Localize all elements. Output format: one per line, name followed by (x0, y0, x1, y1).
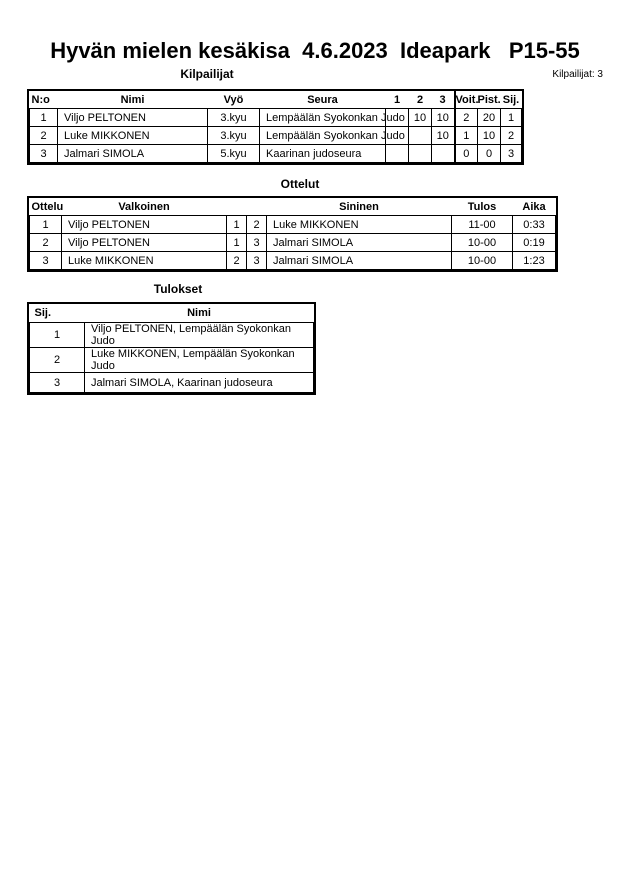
cell-match-no: 3 (29, 251, 62, 270)
cell-result: 10-00 (451, 233, 513, 252)
cell-name: Jalmari SIMOLA (57, 144, 208, 163)
cell-no: 2 (29, 126, 58, 145)
header-cell-place: Sij. (29, 304, 85, 323)
cell-round2: 10 (408, 108, 432, 127)
cell-no: 3 (29, 144, 58, 163)
cell-points: 10 (477, 126, 501, 145)
header-cell-round1: 1 (385, 91, 409, 109)
cell-match-no: 2 (29, 233, 62, 252)
result-row: 1 Viljo PELTONEN, Lempäälän Syokonkan Ju… (29, 322, 314, 348)
cell-name: Luke MIKKONEN (57, 126, 208, 145)
cell-blue-no: 3 (246, 233, 267, 252)
cell-place: 3 (500, 144, 522, 163)
header-cell-round3: 3 (431, 91, 455, 109)
match-row: 3 Luke MIKKONEN 2 3 Jalmari SIMOLA 10-00… (29, 251, 556, 270)
competitor-row: 3 Jalmari SIMOLA 5.kyu Kaarinan judoseur… (29, 144, 522, 163)
cell-name: Viljo PELTONEN (57, 108, 208, 127)
cell-blue-name: Jalmari SIMOLA (266, 251, 452, 270)
cell-points: 20 (477, 108, 501, 127)
cell-white-name: Viljo PELTONEN (61, 233, 227, 252)
cell-name-club: Viljo PELTONEN, Lempäälän Syokonkan Judo (84, 322, 314, 348)
header-cell-match-no: Ottelu (29, 198, 63, 216)
cell-round3: 10 (431, 126, 455, 145)
competitor-row: 2 Luke MIKKONEN 3.kyu Lempäälän Syokonka… (29, 126, 522, 145)
cell-time: 0:33 (512, 215, 556, 234)
cell-result: 10-00 (451, 251, 513, 270)
header-cell-blue-no (246, 198, 267, 216)
header-cell-place: Sij. (500, 91, 522, 109)
competitors-count-label: Kilpailijat: 3 (552, 69, 603, 80)
header-cell-points: Pist. (477, 91, 501, 109)
page-title: Hyvän mielen kesäkisa 4.6.2023 Ideapark … (50, 38, 580, 63)
header-cell-result: Tulos (451, 198, 513, 216)
header-cell-white-no (226, 198, 247, 216)
cell-belt: 5.kyu (207, 144, 260, 163)
cell-blue-no: 2 (246, 215, 267, 234)
cell-place: 1 (29, 322, 85, 348)
result-row: 3 Jalmari SIMOLA, Kaarinan judoseura (29, 372, 314, 393)
cell-belt: 3.kyu (207, 108, 260, 127)
cell-time: 1:23 (512, 251, 556, 270)
cell-white-name: Viljo PELTONEN (61, 215, 227, 234)
results-header-row: Sij. Nimi (29, 304, 314, 323)
cell-club: Lempäälän Syokonkan Judo (259, 108, 405, 127)
competitor-row: 1 Viljo PELTONEN 3.kyu Lempäälän Syokonk… (29, 108, 522, 127)
cell-club: Kaarinan judoseura (259, 144, 386, 163)
cell-wins: 1 (453, 126, 478, 145)
results-table: Sij. Nimi 1 Viljo PELTONEN, Lempäälän Sy… (27, 302, 316, 395)
cell-blue-name: Jalmari SIMOLA (266, 233, 452, 252)
header-cell-white: Valkoinen (61, 198, 227, 216)
result-row: 2 Luke MIKKONEN, Lempäälän Syokonkan Jud… (29, 347, 314, 373)
matches-header-row: Ottelu Valkoinen Sininen Tulos Aika (29, 198, 556, 216)
match-row: 2 Viljo PELTONEN 1 3 Jalmari SIMOLA 10-0… (29, 233, 556, 252)
cell-white-no: 2 (226, 251, 247, 270)
cell-place: 3 (29, 372, 85, 393)
header-cell-no: N:o (29, 91, 58, 109)
section-title-results: Tulokset (153, 282, 203, 296)
cell-name-club: Luke MIKKONEN, Lempäälän Syokonkan Judo (84, 347, 314, 373)
cell-blue-no: 3 (246, 251, 267, 270)
cell-white-no: 1 (226, 215, 247, 234)
cell-result: 11-00 (451, 215, 513, 234)
header-cell-round2: 2 (408, 91, 432, 109)
competitors-table: N:o Nimi Vyö Seura 1 2 3 Voit. Pist. Sij… (27, 89, 524, 165)
cell-belt: 3.kyu (207, 126, 260, 145)
cell-name-club: Jalmari SIMOLA, Kaarinan judoseura (84, 372, 314, 393)
cell-round1 (385, 144, 409, 163)
cell-white-name: Luke MIKKONEN (61, 251, 227, 270)
header-cell-blue: Sininen (266, 198, 452, 216)
competitors-header-row: N:o Nimi Vyö Seura 1 2 3 Voit. Pist. Sij… (29, 91, 522, 109)
section-title-matches: Ottelut (280, 177, 320, 191)
cell-no: 1 (29, 108, 58, 127)
header-cell-time: Aika (512, 198, 556, 216)
cell-round3: 10 (431, 108, 455, 127)
cell-place: 2 (500, 126, 522, 145)
header-cell-wins: Voit. (453, 91, 479, 109)
matches-table: Ottelu Valkoinen Sininen Tulos Aika 1 Vi… (27, 196, 558, 272)
cell-club: Lempäälän Syokonkan Judo (259, 126, 405, 145)
cell-round2 (408, 144, 432, 163)
cell-time: 0:19 (512, 233, 556, 252)
cell-place: 2 (29, 347, 85, 373)
cell-blue-name: Luke MIKKONEN (266, 215, 452, 234)
cell-wins: 0 (453, 144, 478, 163)
cell-round2 (408, 126, 432, 145)
cell-white-no: 1 (226, 233, 247, 252)
header-cell-name: Nimi (57, 91, 208, 109)
cell-points: 0 (477, 144, 501, 163)
cell-match-no: 1 (29, 215, 62, 234)
cell-place: 1 (500, 108, 522, 127)
header-cell-club: Seura (259, 91, 386, 109)
cell-round3 (431, 144, 455, 163)
match-row: 1 Viljo PELTONEN 1 2 Luke MIKKONEN 11-00… (29, 215, 556, 234)
header-cell-name: Nimi (84, 304, 314, 323)
section-title-competitors: Kilpailijat (180, 67, 234, 81)
header-cell-belt: Vyö (207, 91, 260, 109)
cell-wins: 2 (453, 108, 478, 127)
